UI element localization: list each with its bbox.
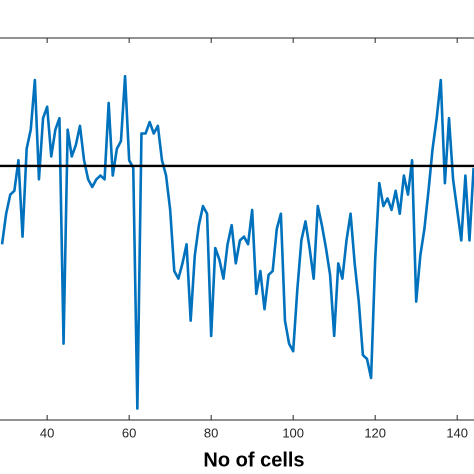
data-line [0, 74, 474, 410]
x-tick-label: 60 [122, 425, 136, 440]
x-tick-label: 120 [364, 425, 386, 440]
x-tick-label: 80 [204, 425, 218, 440]
x-tick-label: 40 [40, 425, 54, 440]
x-axis-label: No of cells [203, 449, 304, 471]
x-tick-label: 140 [446, 425, 468, 440]
plot-frame [0, 37, 474, 421]
x-tick-label: 100 [282, 425, 304, 440]
